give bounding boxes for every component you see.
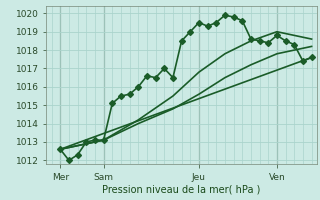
X-axis label: Pression niveau de la mer( hPa ): Pression niveau de la mer( hPa ) xyxy=(102,185,261,195)
